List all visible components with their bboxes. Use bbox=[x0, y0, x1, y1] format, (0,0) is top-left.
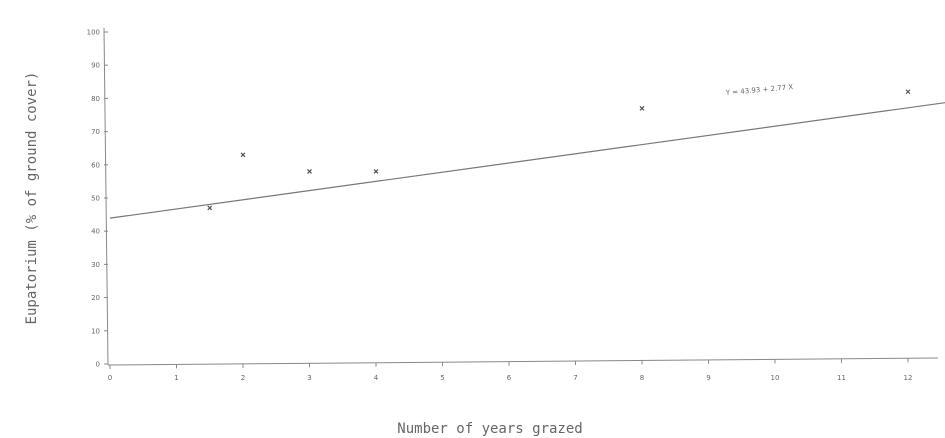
x-axis: 01234567891011121314 bbox=[107, 357, 939, 382]
y-tick-label: 50 bbox=[91, 195, 100, 203]
regression-equation: Y = 43.93 + 2.77 X bbox=[724, 83, 793, 97]
x-tick-label: 0 bbox=[108, 374, 112, 382]
data-point bbox=[639, 105, 645, 111]
data-point-stroke-b bbox=[905, 89, 911, 95]
data-point bbox=[240, 152, 246, 158]
y-axis-line bbox=[103, 27, 109, 366]
x-axis-title: Number of years grazed bbox=[397, 421, 582, 437]
data-point-stroke-b bbox=[240, 152, 246, 158]
data-point-stroke-b bbox=[207, 205, 213, 211]
x-tick-label: 6 bbox=[507, 374, 512, 382]
x-tick-label: 7 bbox=[573, 374, 577, 382]
y-tick-label: 70 bbox=[91, 128, 100, 136]
y-tick-label: 80 bbox=[91, 95, 100, 103]
y-tick-label: 10 bbox=[91, 327, 100, 335]
y-tick-label: 90 bbox=[91, 62, 100, 70]
x-tick-label: 3 bbox=[307, 374, 311, 382]
data-point-stroke-b bbox=[373, 169, 379, 174]
data-point bbox=[307, 169, 312, 174]
y-tick-label: 100 bbox=[87, 29, 100, 37]
y-tick-label: 60 bbox=[91, 161, 100, 169]
data-point bbox=[373, 169, 379, 174]
data-points bbox=[207, 89, 911, 211]
data-point bbox=[207, 205, 213, 211]
y-axis-title: Eupatorium (% of ground cover) bbox=[24, 72, 40, 325]
x-axis-line bbox=[107, 357, 939, 366]
x-tick-label: 12 bbox=[904, 374, 913, 382]
x-tick-label: 8 bbox=[640, 374, 644, 382]
regression-line bbox=[109, 102, 945, 219]
data-point-stroke-b bbox=[639, 105, 645, 111]
x-tick-label: 1 bbox=[174, 374, 178, 382]
data-point bbox=[905, 89, 911, 95]
data-point-stroke-b bbox=[307, 169, 312, 174]
y-axis: 0 10 20 30 40 50 60 70 80 90 100 bbox=[87, 27, 109, 369]
x-tick-label: 9 bbox=[706, 374, 710, 382]
x-tick-label: 2 bbox=[241, 374, 245, 382]
y-tick-label: 20 bbox=[91, 294, 100, 302]
x-tick-label: 11 bbox=[837, 374, 846, 382]
regression-line-group bbox=[109, 102, 945, 219]
x-tick-label: 4 bbox=[374, 374, 379, 382]
x-tick-label: 5 bbox=[440, 374, 444, 382]
x-tick-label: 10 bbox=[771, 374, 780, 382]
y-tick-label: 40 bbox=[91, 228, 100, 236]
y-tick-label: 0 bbox=[96, 361, 100, 369]
y-tick-label: 30 bbox=[91, 261, 100, 269]
